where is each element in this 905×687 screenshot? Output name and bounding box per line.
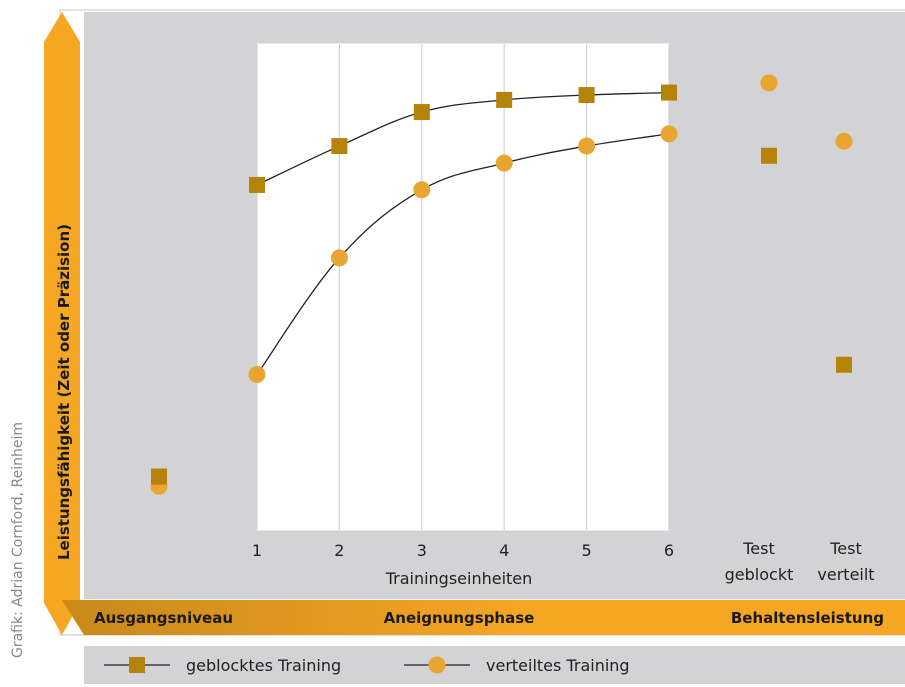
x-tick-3: 3: [417, 541, 427, 560]
point-verteilt-2: [330, 249, 348, 267]
x-axis-label: Trainingseinheiten: [385, 569, 533, 588]
x-tick-labels: 1 2 3 4 5 6: [252, 541, 674, 560]
legend-label-verteilt: verteiltes Training: [486, 656, 630, 675]
legend-marker-circle: [428, 656, 446, 674]
x-tick-2: 2: [334, 541, 344, 560]
point-verteilt-3: [413, 181, 431, 199]
point-verteilt-4: [495, 154, 513, 172]
test-verteilt-point-geblockt: [836, 356, 852, 373]
phase-band: [62, 600, 905, 635]
training-area: [256, 43, 670, 531]
point-geblockt-5: [578, 87, 595, 104]
graphic-credit: Grafik: Adrian Cornford, Reinheim: [10, 422, 26, 658]
legend-label-geblockt: geblocktes Training: [186, 656, 341, 675]
phase-label-ausgangsniveau: Ausgangsniveau: [94, 609, 233, 627]
y-axis-label: Leistungsfähigkeit (Zeit oder Präzision): [55, 224, 73, 560]
test-geblockt-point-verteilt: [760, 74, 778, 92]
point-verteilt-6: [660, 125, 678, 143]
point-geblockt-4: [496, 91, 513, 108]
test-label-verteilt-line1: Test: [829, 539, 862, 558]
baseline-point-geblockt: [151, 468, 167, 485]
series-marks: [150, 74, 853, 495]
test-verteilt-point-verteilt: [835, 132, 853, 150]
y-axis-arrow: [44, 12, 80, 635]
point-geblockt-1: [249, 176, 265, 193]
test-label-geblockt-line1: Test: [742, 539, 775, 558]
legend-background: [84, 646, 905, 684]
test-geblockt-point-geblockt: [761, 147, 777, 164]
point-verteilt-5: [578, 137, 596, 155]
point-geblockt-2: [331, 138, 348, 155]
point-geblockt-3: [413, 104, 430, 121]
x-tick-1: 1: [252, 541, 262, 560]
test-label-verteilt-line2: verteilt: [817, 565, 874, 584]
series-line-geblockt: [256, 91, 670, 186]
grid-lines: [256, 44, 670, 530]
phase-label-behaltensleistung: Behaltensleistung: [731, 609, 884, 627]
x-tick-4: 4: [499, 541, 509, 560]
test-label-geblockt-line2: geblockt: [725, 565, 794, 584]
legend: geblocktes Training verteiltes Training: [104, 656, 630, 675]
x-tick-6: 6: [664, 541, 674, 560]
legend-marker-square: [129, 657, 145, 673]
phase-label-aneignungsphase: Aneignungsphase: [384, 609, 535, 627]
point-verteilt-1: [248, 365, 266, 383]
point-geblockt-6: [661, 84, 677, 101]
x-tick-5: 5: [582, 541, 592, 560]
